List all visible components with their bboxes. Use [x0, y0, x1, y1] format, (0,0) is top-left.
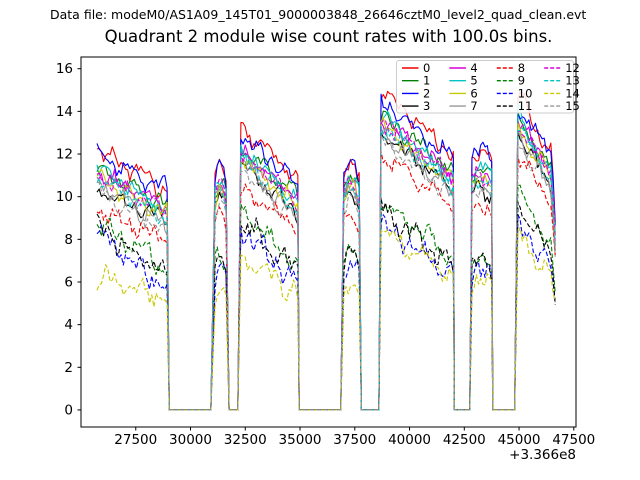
- legend-label-10: 10: [518, 86, 533, 100]
- legend-label-9: 9: [518, 74, 525, 88]
- series-line-module-0: [96, 90, 556, 411]
- legend-label-2: 2: [423, 86, 430, 100]
- series-line-module-14: [96, 226, 556, 411]
- x-tick-label: 45000: [498, 432, 541, 448]
- axes-frame: [80, 56, 577, 428]
- x-axis-offset-label: +3.366e8: [509, 447, 576, 463]
- legend-label-14: 14: [565, 86, 580, 100]
- y-tick-label: 0: [64, 402, 73, 418]
- series-line-module-5: [96, 103, 556, 411]
- y-tick-label: 14: [56, 104, 73, 120]
- legend-label-6: 6: [470, 86, 477, 100]
- legend-label-5: 5: [470, 74, 477, 88]
- legend-label-7: 7: [470, 99, 477, 113]
- x-tick-label: 30000: [169, 432, 212, 448]
- legend-box: [396, 60, 574, 114]
- series-line-module-9: [96, 184, 556, 411]
- y-tick-label: 6: [64, 274, 73, 290]
- x-tick-label: 32500: [224, 432, 267, 448]
- legend-label-8: 8: [518, 61, 525, 75]
- y-tick-label: 10: [56, 189, 73, 205]
- legend-label-13: 13: [565, 74, 580, 88]
- legend-label-0: 0: [423, 61, 430, 75]
- plot-title: Quadrant 2 module wise count rates with …: [104, 27, 553, 46]
- x-tick-label: 37500: [333, 432, 376, 448]
- series-line-module-10: [96, 214, 556, 411]
- legend-label-3: 3: [423, 99, 430, 113]
- y-tick-label: 12: [56, 147, 73, 163]
- series-line-module-11: [96, 197, 556, 411]
- y-tick-label: 8: [64, 232, 73, 248]
- y-tick-label: 16: [56, 61, 73, 77]
- x-tick-label: 47500: [552, 432, 595, 448]
- x-tick-label: 35000: [279, 432, 322, 448]
- datafile-label: Data file: modeM0/AS1A09_145T01_90000038…: [50, 7, 587, 22]
- series-line-module-2: [96, 93, 556, 411]
- legend-label-4: 4: [470, 61, 477, 75]
- x-tick-label: 42500: [443, 432, 486, 448]
- legend-label-1: 1: [423, 74, 430, 88]
- series-line-module-1: [96, 110, 556, 411]
- legend-label-15: 15: [565, 99, 580, 113]
- x-tick-label: 40000: [388, 432, 431, 448]
- y-tick-label: 2: [64, 360, 73, 376]
- series-line-module-15: [96, 135, 556, 411]
- legend-label-11: 11: [518, 99, 533, 113]
- x-tick-label: 27500: [114, 432, 157, 448]
- y-tick-label: 4: [64, 317, 73, 333]
- legend-label-12: 12: [565, 61, 580, 75]
